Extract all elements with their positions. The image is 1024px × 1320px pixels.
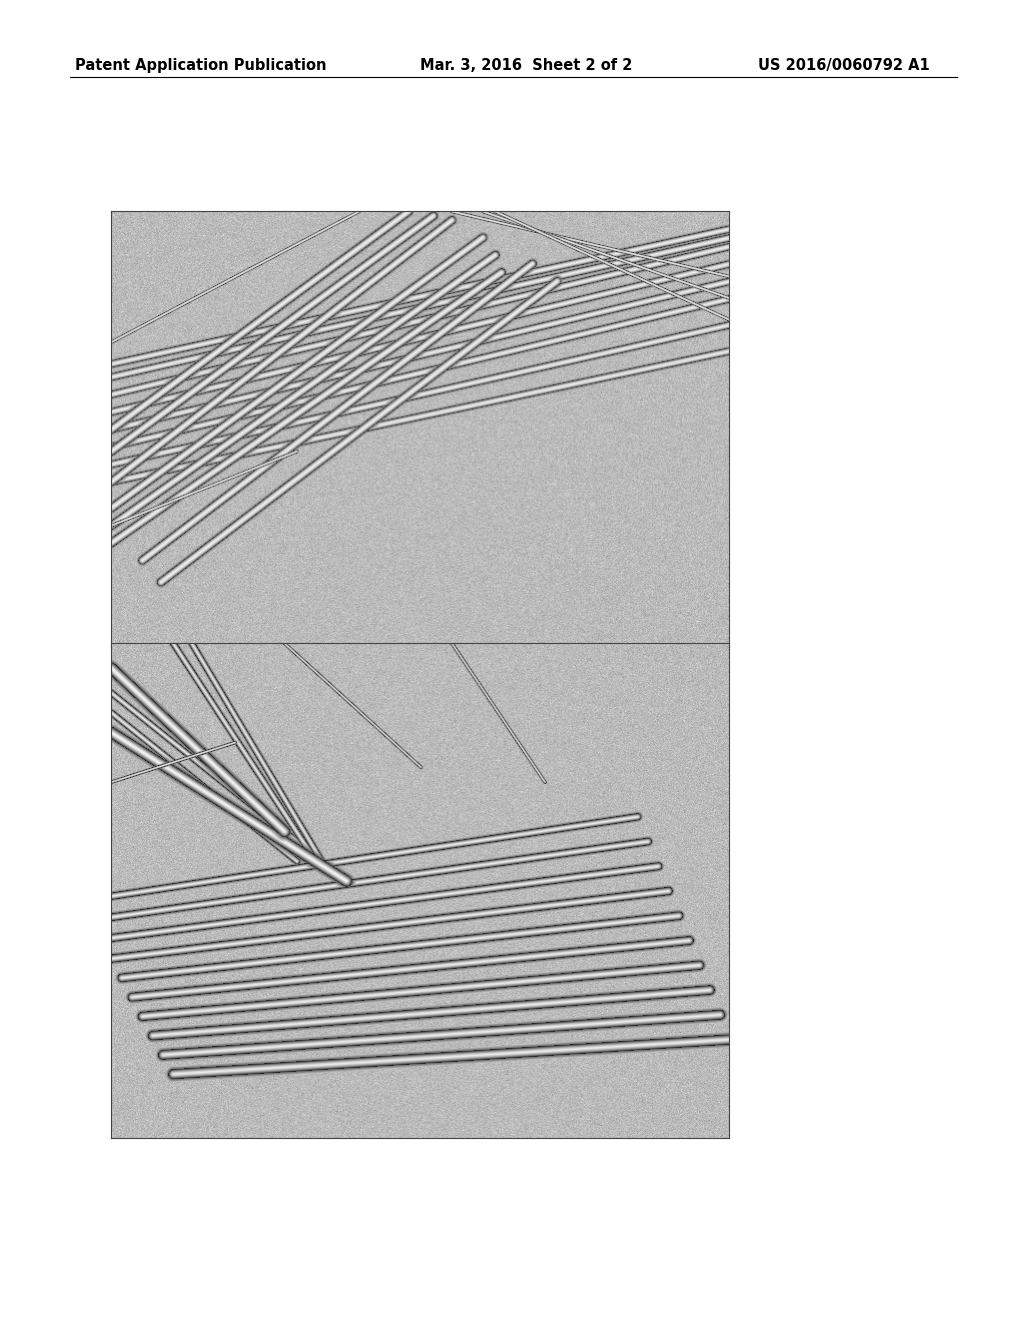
Text: Patent Application Publication: Patent Application Publication [75, 58, 327, 73]
Text: Fig. 4:: Fig. 4: [111, 556, 153, 570]
Text: Fig. 3:: Fig. 3: [111, 1094, 153, 1109]
Text: Mar. 3, 2016  Sheet 2 of 2: Mar. 3, 2016 Sheet 2 of 2 [420, 58, 632, 73]
Text: US 2016/0060792 A1: US 2016/0060792 A1 [758, 58, 930, 73]
